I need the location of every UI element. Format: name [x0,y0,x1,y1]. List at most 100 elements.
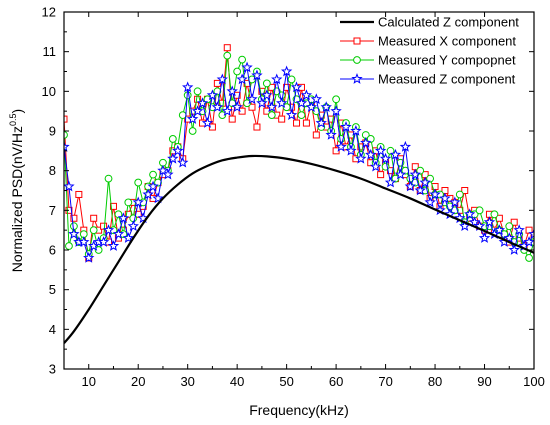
data-point [335,140,347,152]
data-point [157,164,169,176]
data-point [203,95,212,104]
data-point [89,226,98,235]
data-point [525,226,533,234]
data-point [124,198,133,207]
data-point [377,171,385,179]
data-point [290,81,303,93]
data-point [134,178,143,187]
data-point [64,140,70,152]
x-tick-label: 80 [428,374,442,389]
data-point [505,222,514,231]
x-tick-label: 20 [131,374,145,389]
x-tick-label: 40 [230,374,244,389]
legend-marker [351,73,363,84]
data-point [64,131,68,139]
data-point [305,101,318,113]
data-point [218,111,227,120]
y-tick-label: 9 [49,124,56,139]
x-axis-title: Frequency(kHz) [249,402,349,418]
data-point [241,61,253,73]
data-point [283,83,291,91]
data-point [282,103,291,112]
data-point [97,236,110,247]
data-point [196,97,209,109]
data-point [478,232,491,243]
x-tick-label: 60 [329,374,343,389]
data-point [228,115,236,123]
data-point [78,236,90,247]
y-axis-title-superscript: 0.5 [8,113,18,126]
x-tick-label: 70 [378,374,392,389]
y-axis-title-close: ) [9,109,25,114]
data-point [355,152,367,164]
data-point [268,83,276,91]
data-point [350,125,362,136]
series-measured-y-compopnet [64,51,534,262]
data-point [213,87,222,96]
data-point [102,224,115,235]
data-point [64,180,75,192]
data-point [461,187,469,194]
legend-marker [353,37,361,45]
data-point [357,143,365,151]
data-point [278,115,286,123]
data-point [261,89,273,101]
data-point [134,210,142,218]
data-point [330,105,342,116]
data-point [493,224,506,235]
data-point [455,190,464,199]
data-point [256,97,268,109]
data-point [64,115,68,123]
data-point [178,111,187,120]
data-point [312,131,320,139]
series-measured-z-component [64,61,534,263]
data-point [147,180,159,192]
data-point [389,148,402,160]
data-point [399,140,412,152]
data-point [246,93,258,105]
data-point [243,99,251,108]
data-point [310,93,322,105]
data-point [384,176,397,188]
data-point [475,206,484,215]
data-point [154,178,162,187]
data-point [216,73,228,85]
data-point [495,214,503,222]
data-point [424,196,436,208]
data-point [394,168,407,180]
data-point [468,216,481,228]
x-tick-label: 90 [477,374,491,389]
data-point [226,85,238,97]
data-point [112,228,125,239]
data-point [68,228,80,239]
series-layer [64,44,534,344]
data-point [387,167,395,175]
data-point [404,180,416,192]
data-point [374,144,387,156]
data-point [409,168,421,180]
data-point [276,97,288,109]
data-point [528,228,534,239]
x-tick-label: 50 [279,374,293,389]
data-point [117,212,130,224]
data-point [201,117,214,128]
data-point [104,174,113,183]
data-point [100,222,108,230]
data-point [70,214,78,222]
data-point [168,135,177,143]
y-tick-label: 7 [49,203,56,218]
data-point [65,242,73,250]
legend-label: Measured Y compopnet [378,53,516,68]
legend-item-measured-z-component: Measured Z component [340,72,516,87]
data-point [167,152,179,164]
data-point [194,95,202,103]
data-point [162,168,174,180]
data-point [508,244,520,255]
data-point [83,251,95,263]
legend-marker [353,56,361,64]
data-point [464,208,476,220]
data-point [379,152,392,164]
x-tick-label: 30 [180,374,194,389]
data-point [340,121,352,132]
x-tick-label: 100 [523,374,545,389]
